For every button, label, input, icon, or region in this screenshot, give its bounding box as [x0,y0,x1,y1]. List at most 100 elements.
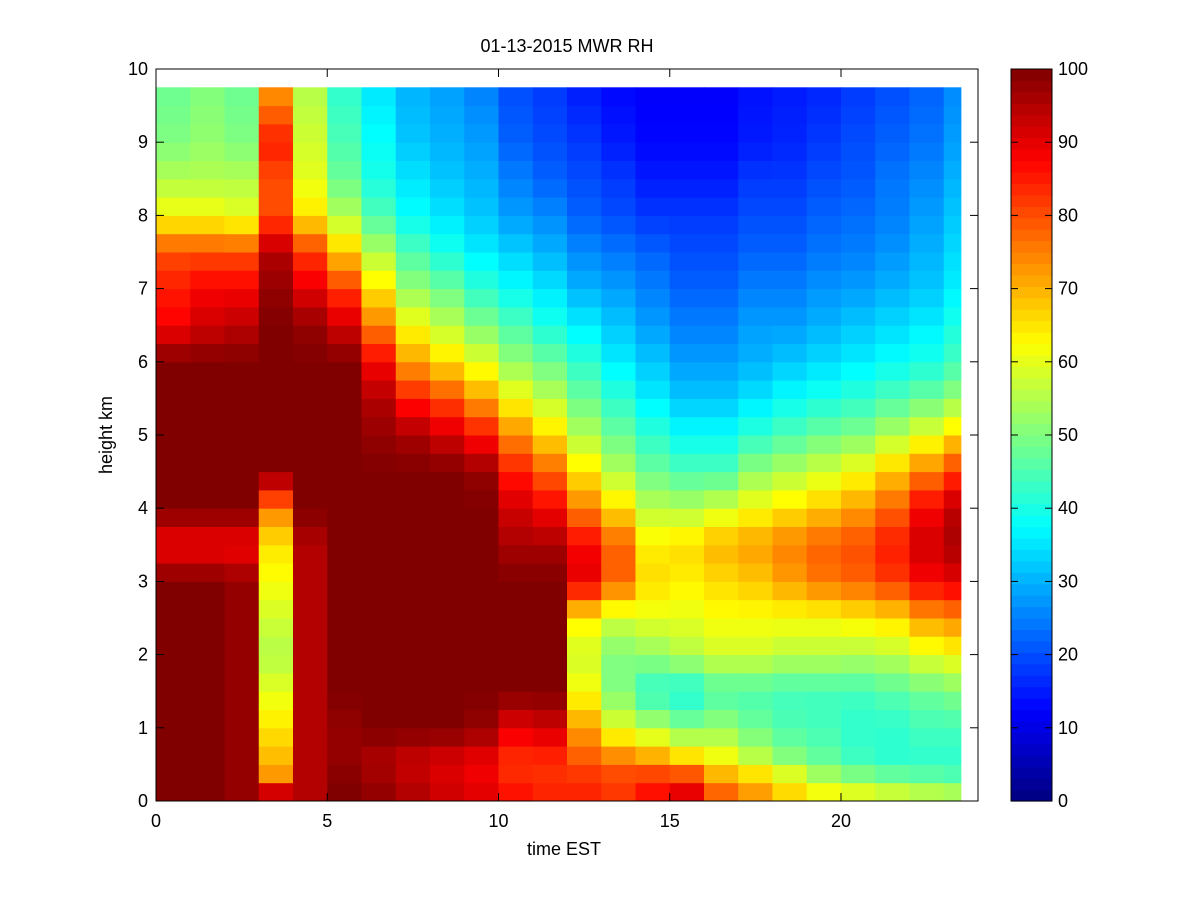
heatmap-cell [704,197,739,216]
heatmap-cell [293,416,328,436]
colorbar-swatch [1011,606,1052,619]
heatmap-cell [806,361,842,381]
heatmap-cell [601,215,636,235]
heatmap-cell [156,453,191,473]
colorbar-swatch [1011,332,1052,345]
heatmap-cell [601,252,636,271]
heatmap-cell [498,252,534,271]
heatmap-cell [224,727,260,747]
heatmap-cell [635,764,671,784]
heatmap-cell [293,727,328,747]
colorbar-swatch [1011,640,1052,653]
colorbar-swatch [1011,663,1052,676]
heatmap-cell [464,544,499,564]
heatmap-cell [327,471,362,491]
heatmap-cell [224,782,260,802]
heatmap-cell [258,252,294,271]
heatmap-cell [498,160,534,180]
heatmap-cell [190,160,225,180]
heatmap-cell [430,563,465,582]
heatmap-cell [841,563,876,582]
colorbar-swatch [1011,126,1052,139]
heatmap-cell [327,178,362,198]
heatmap-cell [430,252,465,271]
heatmap-cell [806,87,842,107]
heatmap-cell [293,343,328,363]
heatmap-cell [361,435,397,454]
heatmap-cell [361,87,397,107]
colorbar-tick-label: 40 [1058,498,1078,518]
colorbar-swatch [1011,435,1052,448]
y-tick-label: 9 [138,132,148,152]
heatmap-cell [567,489,602,509]
heatmap-cell [772,526,808,546]
heatmap-cell [601,727,636,747]
heatmap-cell [532,782,568,802]
colorbar-swatch [1011,354,1052,367]
colorbar-swatch [1011,652,1052,665]
heatmap-cell [293,325,328,344]
heatmap-cell [806,746,842,765]
heatmap-cell [430,581,465,601]
heatmap-cell [601,288,636,308]
heatmap-cell [909,672,945,692]
heatmap-cell [841,636,876,656]
heatmap-cell [738,654,773,674]
heatmap-cell [841,142,876,161]
heatmap-cell [224,563,260,582]
heatmap-cell [601,746,636,765]
heatmap-cell [293,746,328,765]
heatmap-cell [464,471,499,491]
heatmap-cell [361,727,397,747]
y-tick-label: 6 [138,352,148,372]
heatmap-cell [498,270,534,290]
heatmap-cell [430,435,465,454]
colorbar-swatch [1011,286,1052,299]
heatmap-cells [156,87,962,802]
heatmap-cell [293,599,328,619]
heatmap-cell [258,123,294,143]
heatmap-cell [635,618,671,637]
heatmap-cell [875,87,910,107]
heatmap-cell [156,599,191,619]
heatmap-cell [190,489,225,509]
heatmap-cell [190,654,225,674]
heatmap-cell [704,233,739,253]
heatmap-cell [258,343,294,363]
heatmap-cell [875,471,910,491]
heatmap-cell [224,764,260,784]
heatmap-cell [943,105,962,125]
heatmap-cell [430,544,465,564]
heatmap-cell [224,453,260,473]
heatmap-cell [430,471,465,491]
heatmap-cell [361,599,397,619]
colorbar-tick-label: 60 [1058,352,1078,372]
heatmap-cell [669,288,705,308]
heatmap-cell [327,508,362,527]
heatmap-cell [738,563,773,582]
heatmap-cell [738,343,773,363]
heatmap-cell [738,471,773,491]
heatmap-cell [669,160,705,180]
colorbar-ticks: 0 10 20 30 40 50 60 70 80 90 100 [1011,59,1088,811]
heatmap-cell [669,105,705,125]
heatmap-cell [430,361,465,381]
heatmap-cell [258,380,294,399]
heatmap-cell [464,453,499,473]
heatmap-cell [841,197,876,216]
heatmap-cell [224,142,260,161]
heatmap-cell [841,343,876,363]
colorbar-swatch [1011,91,1052,104]
heatmap-cell [601,581,636,601]
heatmap-cell [567,270,602,290]
heatmap-cell [224,197,260,216]
heatmap-cell [293,471,328,491]
heatmap-cell [806,233,842,253]
colorbar-tick-label: 30 [1058,571,1078,591]
heatmap-cell [567,453,602,473]
heatmap-cell [224,343,260,363]
heatmap-cell [738,142,773,161]
colorbar-swatch [1011,789,1052,802]
heatmap-cell [498,526,534,546]
